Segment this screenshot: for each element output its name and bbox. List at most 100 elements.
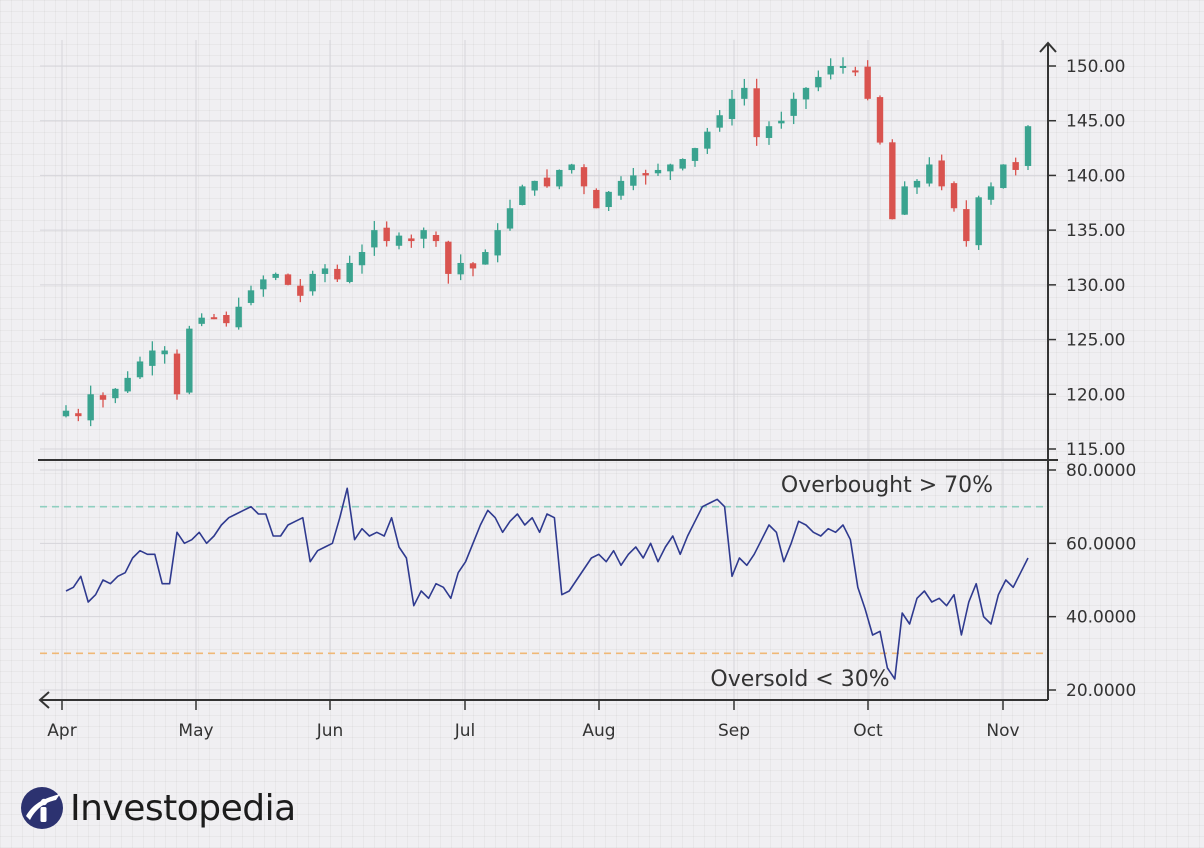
candle-39 [543, 169, 551, 188]
candle-61 [815, 70, 822, 92]
candle-body-5 [124, 377, 131, 392]
candle-77 [1012, 157, 1019, 176]
candle-27 [395, 232, 403, 250]
candle-body-12 [210, 317, 218, 320]
candle-body-44 [605, 191, 612, 208]
rsi-series-line [65, 487, 1029, 680]
candle-13 [223, 311, 230, 327]
candle-16 [260, 275, 267, 297]
candle-66 [876, 95, 884, 145]
candle-45 [617, 176, 625, 200]
candle-11 [198, 313, 205, 327]
candle-body-43 [593, 189, 600, 209]
candle-body-41 [568, 164, 575, 171]
candle-24 [358, 244, 366, 274]
candle-body-70 [926, 164, 933, 184]
x-tick-label-4: Aug [582, 721, 615, 741]
candle-63 [839, 57, 847, 74]
candle-body-58 [778, 120, 785, 124]
x-tick-label-2: Jun [316, 721, 344, 741]
candle-body-38 [531, 180, 538, 191]
candle-body-23 [346, 262, 353, 282]
candle-body-39 [543, 177, 551, 187]
candle-body-45 [617, 180, 625, 196]
candle-1 [75, 408, 82, 422]
candle-body-52 [704, 131, 711, 149]
brand-name: Investopedia [70, 787, 296, 829]
candle-75 [987, 182, 995, 205]
candle-body-31 [445, 241, 452, 274]
candle-5 [124, 371, 131, 393]
candle-body-20 [309, 273, 316, 292]
candle-body-55 [741, 87, 748, 99]
candle-body-37 [519, 186, 526, 206]
candle-46 [630, 167, 637, 191]
candle-19 [297, 279, 304, 303]
candle-body-46 [630, 175, 637, 186]
candle-body-2 [87, 394, 94, 421]
candle-body-35 [494, 230, 501, 256]
candle-body-7 [149, 350, 156, 366]
candle-65 [864, 60, 871, 101]
candle-78 [1024, 125, 1032, 171]
candle-body-63 [839, 66, 847, 68]
candle-body-47 [642, 173, 649, 176]
rsi-axis-ticks: 20.0000 40.0000 60.0000 80.0000 [1048, 461, 1136, 701]
candle-28 [408, 234, 415, 248]
candle-body-59 [790, 98, 797, 116]
candle-37 [519, 184, 526, 206]
candle-44 [605, 190, 612, 212]
price-grid [40, 40, 1048, 460]
candle-47 [642, 169, 649, 185]
candle-17 [272, 272, 279, 281]
candle-body-16 [260, 279, 267, 290]
candle-72 [950, 181, 958, 212]
candle-2 [87, 385, 94, 427]
candle-70 [926, 157, 933, 187]
candle-body-3 [99, 395, 107, 400]
candle-body-69 [913, 180, 921, 188]
candle-body-30 [432, 234, 440, 242]
candle-body-1 [75, 413, 82, 417]
candle-body-50 [679, 159, 686, 169]
candle-body-14 [235, 306, 242, 328]
candle-73 [963, 200, 970, 247]
candle-body-4 [112, 388, 119, 399]
candle-4 [112, 388, 119, 404]
candle-body-6 [136, 361, 144, 378]
candle-body-64 [852, 70, 859, 73]
candle-body-51 [691, 148, 699, 161]
candle-6 [136, 356, 144, 380]
candle-body-13 [223, 314, 230, 324]
candle-body-21 [321, 268, 329, 274]
candle-29 [420, 227, 427, 249]
price-axis-ticks: 115.00 120.00 125.00 130.00 135.00 140.00 145.… [1048, 57, 1125, 460]
candle-56 [753, 78, 760, 146]
price-tick-label-5: 140.00 [1066, 166, 1125, 186]
candle-body-29 [420, 230, 427, 239]
price-tick-label-0: 115.00 [1066, 440, 1125, 460]
x-tick-label-5: Sep [718, 721, 750, 741]
candle-body-19 [297, 285, 304, 296]
candle-body-60 [802, 87, 810, 100]
y-axis-arrow-icon [1039, 41, 1057, 53]
candle-67 [889, 139, 896, 220]
candle-body-33 [469, 263, 477, 269]
candle-21 [321, 264, 329, 283]
axes [38, 41, 1058, 709]
candle-41 [568, 163, 575, 174]
candle-body-0 [62, 410, 70, 417]
candle-body-15 [247, 290, 255, 303]
candle-14 [235, 297, 242, 330]
x-tick-label-7: Nov [986, 721, 1019, 741]
rsi-grid [40, 462, 1048, 700]
candle-body-48 [654, 169, 662, 174]
candle-54 [728, 89, 736, 126]
price-tick-label-6: 145.00 [1066, 112, 1125, 132]
candle-42 [580, 164, 588, 195]
candle-body-74 [975, 197, 982, 246]
candle-body-17 [272, 273, 279, 278]
candle-body-34 [482, 252, 489, 265]
candle-body-62 [827, 66, 834, 75]
